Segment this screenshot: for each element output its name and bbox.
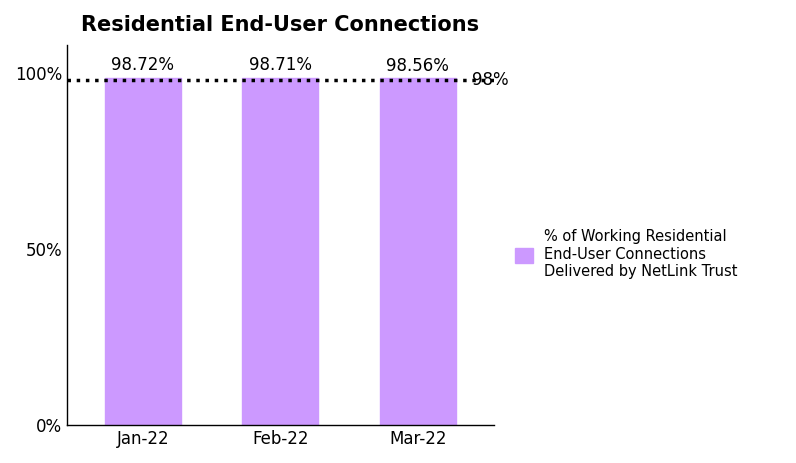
Bar — [105, 78, 181, 425]
Text: 98%: 98% — [472, 71, 509, 89]
Bar — [380, 78, 455, 425]
Title: Residential End-User Connections: Residential End-User Connections — [81, 15, 479, 35]
Text: 98.72%: 98.72% — [111, 56, 174, 74]
Bar — [243, 78, 318, 425]
Text: 98.56%: 98.56% — [386, 56, 449, 75]
Text: 98.71%: 98.71% — [249, 56, 312, 74]
Legend: % of Working Residential
End-User Connections
Delivered by NetLink Trust: % of Working Residential End-User Connec… — [509, 223, 743, 285]
